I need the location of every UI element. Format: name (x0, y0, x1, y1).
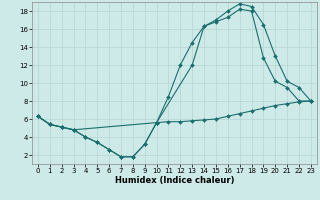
X-axis label: Humidex (Indice chaleur): Humidex (Indice chaleur) (115, 176, 234, 185)
